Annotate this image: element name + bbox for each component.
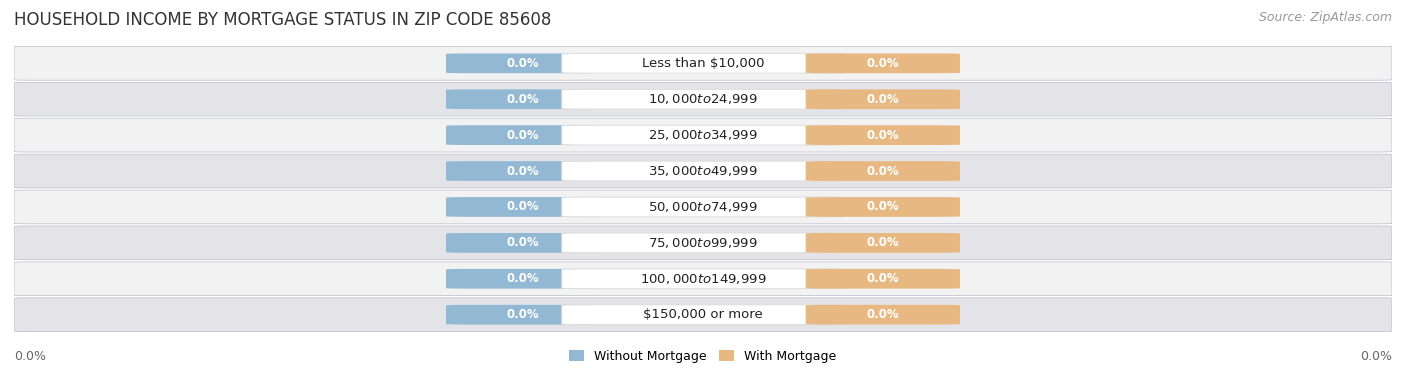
Text: 0.0%: 0.0% — [508, 93, 540, 106]
Text: $10,000 to $24,999: $10,000 to $24,999 — [648, 92, 758, 106]
Text: HOUSEHOLD INCOME BY MORTGAGE STATUS IN ZIP CODE 85608: HOUSEHOLD INCOME BY MORTGAGE STATUS IN Z… — [14, 11, 551, 29]
FancyBboxPatch shape — [562, 125, 844, 145]
Text: Less than $10,000: Less than $10,000 — [641, 57, 765, 70]
FancyBboxPatch shape — [806, 53, 960, 73]
FancyBboxPatch shape — [446, 305, 600, 325]
Text: 0.0%: 0.0% — [866, 200, 898, 214]
FancyBboxPatch shape — [446, 269, 600, 289]
FancyBboxPatch shape — [806, 161, 960, 181]
FancyBboxPatch shape — [806, 197, 960, 217]
Text: Source: ZipAtlas.com: Source: ZipAtlas.com — [1258, 11, 1392, 24]
FancyBboxPatch shape — [14, 118, 1392, 152]
Text: 0.0%: 0.0% — [508, 164, 540, 178]
Text: 0.0%: 0.0% — [14, 350, 46, 363]
FancyBboxPatch shape — [562, 53, 844, 73]
FancyBboxPatch shape — [562, 161, 844, 181]
FancyBboxPatch shape — [446, 125, 600, 145]
FancyBboxPatch shape — [806, 89, 960, 109]
Text: 0.0%: 0.0% — [866, 308, 898, 321]
FancyBboxPatch shape — [806, 269, 960, 289]
FancyBboxPatch shape — [446, 53, 600, 73]
FancyBboxPatch shape — [14, 190, 1392, 224]
FancyBboxPatch shape — [806, 305, 960, 325]
Text: 0.0%: 0.0% — [866, 164, 898, 178]
FancyBboxPatch shape — [562, 89, 844, 109]
FancyBboxPatch shape — [806, 233, 960, 253]
Text: $50,000 to $74,999: $50,000 to $74,999 — [648, 200, 758, 214]
FancyBboxPatch shape — [14, 154, 1392, 188]
FancyBboxPatch shape — [446, 89, 600, 109]
Text: 0.0%: 0.0% — [508, 308, 540, 321]
Text: 0.0%: 0.0% — [866, 57, 898, 70]
Text: 0.0%: 0.0% — [866, 272, 898, 285]
FancyBboxPatch shape — [14, 46, 1392, 80]
Text: $75,000 to $99,999: $75,000 to $99,999 — [648, 236, 758, 250]
FancyBboxPatch shape — [562, 233, 844, 253]
Legend: Without Mortgage, With Mortgage: Without Mortgage, With Mortgage — [564, 345, 842, 368]
FancyBboxPatch shape — [562, 197, 844, 217]
Text: 0.0%: 0.0% — [508, 200, 540, 214]
Text: 0.0%: 0.0% — [508, 272, 540, 285]
Text: $100,000 to $149,999: $100,000 to $149,999 — [640, 272, 766, 286]
Text: $150,000 or more: $150,000 or more — [643, 308, 763, 321]
FancyBboxPatch shape — [562, 305, 844, 325]
Text: $25,000 to $34,999: $25,000 to $34,999 — [648, 128, 758, 142]
Text: 0.0%: 0.0% — [508, 57, 540, 70]
FancyBboxPatch shape — [446, 197, 600, 217]
Text: 0.0%: 0.0% — [866, 236, 898, 249]
Text: 0.0%: 0.0% — [866, 129, 898, 142]
FancyBboxPatch shape — [14, 82, 1392, 116]
FancyBboxPatch shape — [446, 161, 600, 181]
FancyBboxPatch shape — [14, 298, 1392, 332]
FancyBboxPatch shape — [14, 262, 1392, 296]
Text: 0.0%: 0.0% — [508, 129, 540, 142]
Text: 0.0%: 0.0% — [866, 93, 898, 106]
FancyBboxPatch shape — [806, 125, 960, 145]
Text: 0.0%: 0.0% — [1360, 350, 1392, 363]
FancyBboxPatch shape — [446, 233, 600, 253]
Text: $35,000 to $49,999: $35,000 to $49,999 — [648, 164, 758, 178]
Text: 0.0%: 0.0% — [508, 236, 540, 249]
FancyBboxPatch shape — [14, 226, 1392, 260]
FancyBboxPatch shape — [562, 269, 844, 289]
